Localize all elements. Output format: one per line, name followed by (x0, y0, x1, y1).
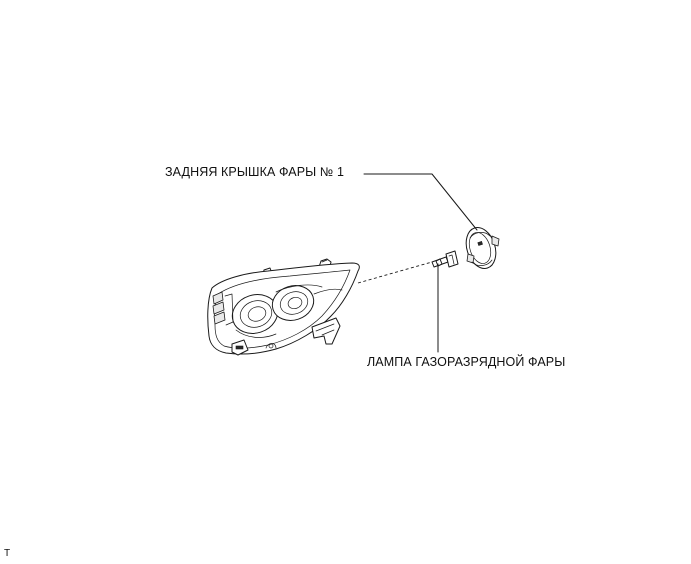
assembly-dashed-line (357, 261, 433, 284)
headlamp-assembly (207, 258, 360, 356)
corner-mark: T (4, 548, 11, 559)
leader-line-rear-cover (363, 173, 478, 231)
discharge-lamp-label: ЛАМПА ГАЗОРАЗРЯДНОЙ ФАРЫ (367, 355, 566, 369)
discharge-lamp-part (431, 250, 459, 268)
rear-cover-label: ЗАДНЯЯ КРЫШКА ФАРЫ № 1 (165, 165, 345, 179)
rear-cover-part (465, 227, 500, 269)
